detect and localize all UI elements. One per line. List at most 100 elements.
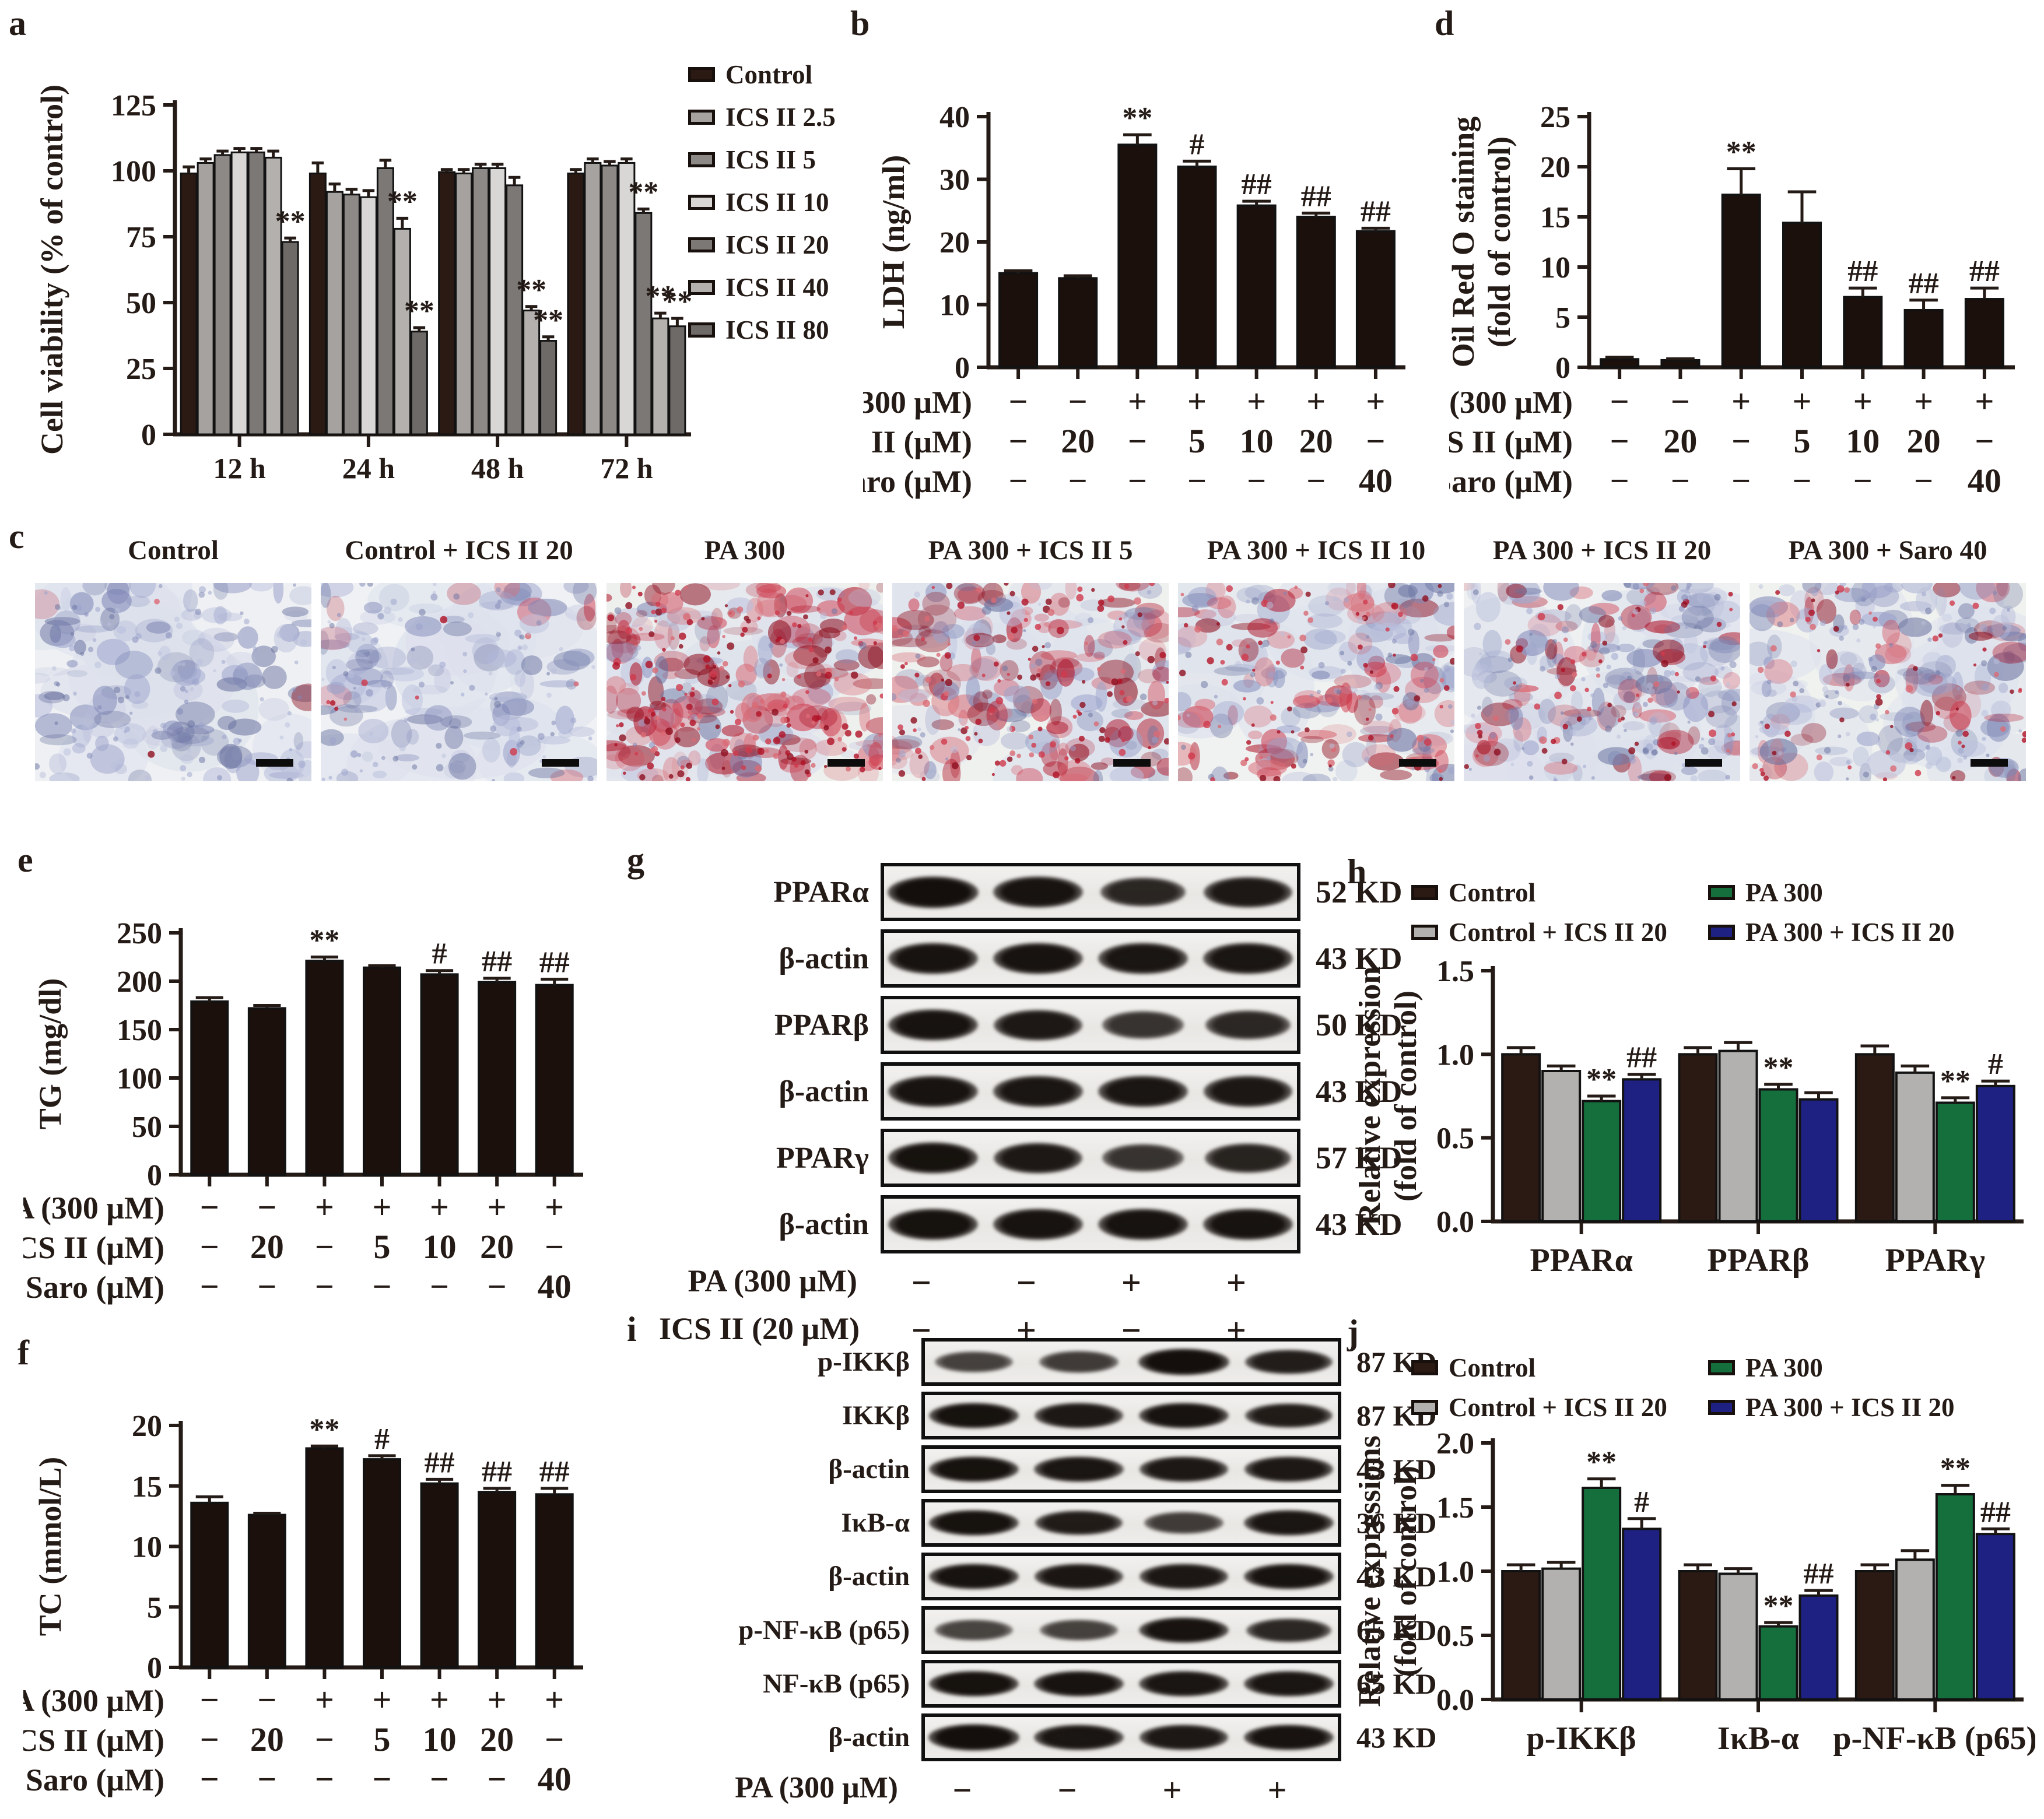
blot-row: IκB-α 36 KD	[659, 1499, 1437, 1547]
error-bar	[654, 311, 667, 319]
error-bar	[1627, 1073, 1656, 1080]
blot-protein-label: β-actin	[828, 1561, 910, 1592]
treatment-row-label: PA (300 μM)	[688, 1263, 857, 1298]
error-bar	[508, 175, 521, 185]
legend-label: Control	[1449, 878, 1536, 907]
svg-text:1.0: 1.0	[1436, 1555, 1474, 1589]
treatment-value: 5	[1188, 422, 1205, 460]
svg-text:150: 150	[117, 1014, 162, 1047]
treatment-value: 5	[374, 1720, 391, 1758]
error-bar	[1860, 1563, 1889, 1571]
protein-band	[928, 1724, 1020, 1751]
scale-bar	[1971, 759, 2008, 767]
significance-marker: ##	[1909, 267, 1939, 300]
oil-red-o-microscopy-image	[606, 583, 883, 781]
category-label: PPARα	[1530, 1242, 1632, 1279]
panel-i: i p-IKKβ 87 KD IKKβ 87 KD β-actin 43 KD IκB-α 3…	[618, 1312, 1437, 1819]
protein-band	[1203, 1076, 1293, 1107]
bar	[1058, 277, 1098, 368]
legend-color-chip	[688, 67, 715, 82]
treatment-value: −	[952, 1771, 972, 1809]
error-bar	[311, 161, 324, 174]
error-bar	[1764, 1621, 1793, 1627]
blot-row: p-NF-κB (p65) 65 KD	[659, 1606, 1437, 1654]
protein-band	[1035, 1403, 1123, 1428]
panel-g-letter: g	[627, 841, 644, 879]
treatment-value: −	[1671, 382, 1690, 420]
treatment-value: +	[1792, 382, 1811, 420]
treatment-value: −	[1057, 1771, 1077, 1809]
error-bar	[1587, 1477, 1616, 1488]
error-bar	[368, 964, 396, 968]
microscopy-image-label: PA 300 + Saro 40	[1788, 535, 1987, 566]
legend-color-chip	[688, 195, 715, 210]
nfkb-blots: p-IKKβ 87 KD IKKβ 87 KD β-actin 43 KD IκB-α 36 …	[659, 1338, 1437, 1819]
panel-a-legend: Control ICS II 2.5 ICS II 5 ICS II 10 ICS II…	[688, 59, 836, 345]
panel-j-letter: j	[1347, 1313, 1359, 1351]
legend-entry: Control	[1411, 1353, 1667, 1383]
error-bar	[253, 1511, 281, 1515]
svg-text:15: 15	[1540, 201, 1570, 234]
oil-red-o-microscopy-image	[1750, 583, 2026, 781]
error-bar	[426, 1477, 454, 1484]
error-bar	[183, 165, 195, 174]
error-bar	[1804, 1589, 1833, 1596]
protein-band	[888, 943, 979, 974]
svg-text:1.0: 1.0	[1436, 1038, 1474, 1072]
blot-protein-label: β-actin	[828, 1454, 910, 1484]
error-bar	[1909, 299, 1938, 310]
protein-band	[1039, 1619, 1119, 1641]
treatment-value: +	[1162, 1771, 1182, 1809]
bar	[1117, 143, 1158, 368]
significance-marker: ##	[1847, 255, 1878, 288]
treatment-value: −	[545, 1228, 564, 1266]
legend-entry: ICS II 40	[688, 272, 836, 303]
bar	[523, 310, 541, 436]
bar	[247, 1514, 286, 1669]
panel-h-legend: Control PA 300 Control + ICS II 20 PA 300 +…	[1411, 877, 1955, 947]
treatment-value: −	[488, 1267, 507, 1305]
error-bar	[1242, 199, 1271, 206]
bar	[1798, 1098, 1839, 1223]
treatment-value: −	[911, 1263, 932, 1302]
treatment-row-label: PA (300 μM)	[23, 1683, 164, 1718]
treatment-row-label: Saro (μM)	[1449, 464, 1573, 499]
treatment-value: +	[315, 1188, 334, 1226]
protein-band	[1144, 1512, 1224, 1534]
legend-color-chip	[1708, 1400, 1735, 1415]
bar	[1541, 1567, 1582, 1701]
bar	[1177, 166, 1217, 368]
error-bar	[1004, 269, 1033, 273]
blot-row: NF-κB (p65) 65 KD	[659, 1660, 1437, 1708]
error-bar	[1587, 1094, 1616, 1101]
legend-label: ICS II 2.5	[725, 103, 836, 132]
svg-text:100: 100	[111, 155, 156, 188]
error-bar	[1941, 1484, 1970, 1494]
error-bar	[671, 317, 683, 326]
scale-bar	[1399, 759, 1436, 767]
error-bar	[1941, 1096, 1970, 1103]
significance-marker: **	[404, 294, 434, 328]
legend-label: ICS II 5	[725, 145, 816, 174]
significance-marker: ##	[1242, 168, 1272, 201]
svg-text:10: 10	[1540, 251, 1570, 285]
error-bar	[1666, 357, 1695, 360]
protein-band	[1100, 877, 1186, 907]
error-bar	[426, 969, 454, 975]
error-bar	[362, 189, 375, 198]
blot-image	[921, 1445, 1341, 1493]
legend-label: Control	[725, 60, 813, 89]
ppar_expression-svg: 0.0 0.5 1.0 1.5 Relative expression (fold of …	[1352, 955, 2024, 1279]
svg-text:100: 100	[117, 1062, 162, 1095]
significance-marker: ##	[1626, 1041, 1657, 1074]
treatment-value: −	[1016, 1263, 1037, 1302]
treatment-value: −	[1306, 462, 1326, 500]
svg-text:5: 5	[1555, 301, 1570, 335]
error-bar	[1063, 274, 1092, 279]
bar	[190, 1501, 229, 1669]
treatment-value: −	[430, 1267, 449, 1305]
svg-text:15: 15	[132, 1470, 162, 1504]
